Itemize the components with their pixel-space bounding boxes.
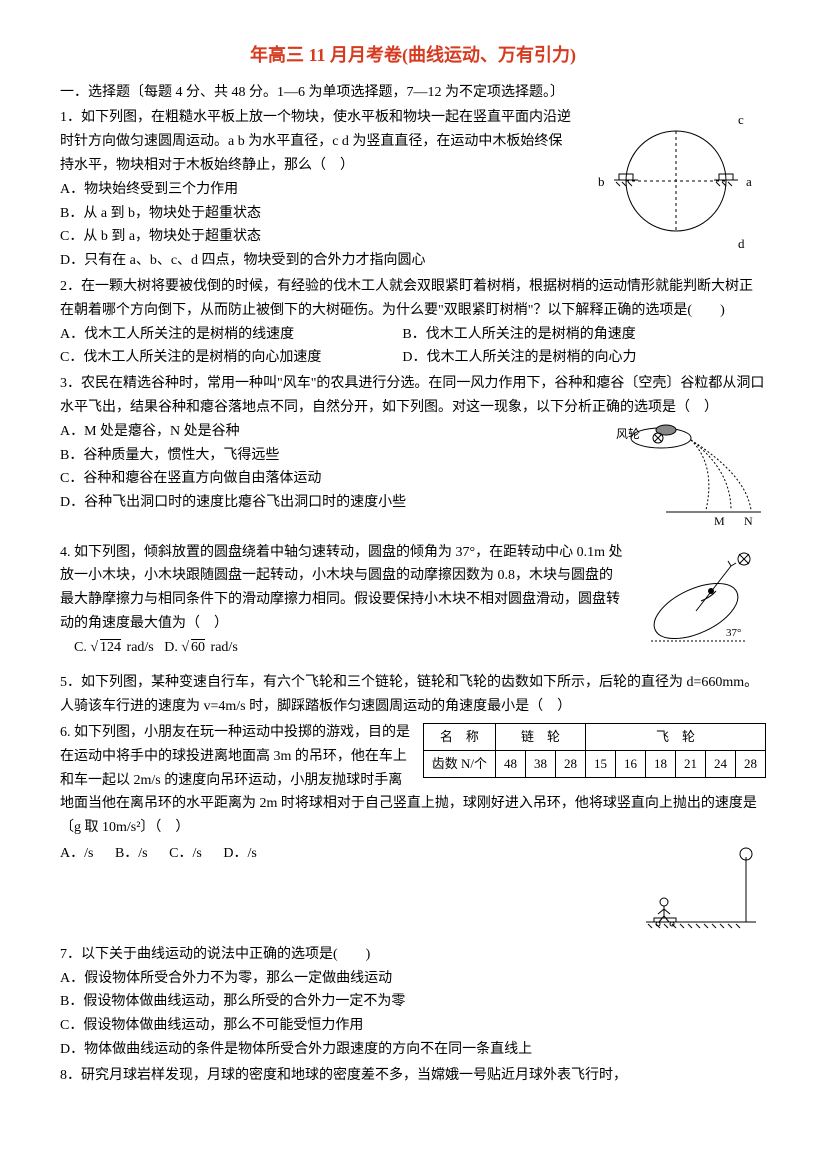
gear-cell: 24 [706,751,736,778]
question-1: a b c d 1．如下列图，在粗糙水平板上放一个物块，使水平板和物块一起在竖直… [60,106,766,273]
q6-diagram [636,842,766,941]
q1-label-c: c [738,112,744,127]
question-2: 2．在一颗大树将要被伐倒的时候，有经验的伐木工人就会双眼紧盯着树梢，根据树梢的运… [60,275,766,370]
q1-label-b: b [598,174,605,189]
q6-opt-b: B．/s [115,846,148,861]
question-6-opts: A．/s B．/s C．/s D．/s [60,842,766,941]
q7-opt-d: D．物体做曲线运动的条件是物体所受合外力跟速度的方向不在同一条直线上 [60,1038,766,1062]
question-6: 名 称 链 轮 飞 轮 齿数 N/个 48 38 28 15 16 18 21 … [60,721,766,840]
question-3: 3．农民在精选谷种时，常用一种叫"风车"的农具进行分选。在同一风力作用下，谷种和… [60,372,766,538]
q3-label-m: M [714,514,725,528]
question-4: 37° 4. 如下列图，倾斜放置的圆盘绕着中轴匀速转动，圆盘的倾角为 37°，在… [60,541,766,670]
q2-opt-a: A．伐木工人所关注的是树梢的线速度 [60,323,399,347]
q2-opt-b: B．伐木工人所关注的是树梢的角速度 [402,323,741,347]
question-7: 7．以下关于曲线运动的说法中正确的选项是( ) A．假设物体所受合外力不为零，那… [60,943,766,1062]
q1-diagram: a b c d [586,106,766,265]
gear-head-fly: 飞 轮 [586,723,766,750]
section-1-head: 一．选择题〔每题 4 分、共 48 分。1—6 为单项选择题，7—12 为不定项… [60,81,766,105]
q2-opt-c: C．伐木工人所关注的是树梢的向心加速度 [60,346,399,370]
q5-stem: 5．如下列图，某种变速自行车，有六个飞轮和三个链轮，链轮和飞轮的齿数如下所示，后… [60,671,766,719]
gear-head-chain: 链 轮 [496,723,586,750]
q2-stem: 2．在一颗大树将要被伐倒的时候，有经验的伐木工人就会双眼紧盯着树梢，根据树梢的运… [60,275,766,323]
exam-title: 年高三 11 月月考卷(曲线运动、万有引力) [60,40,766,71]
gear-cell: 48 [496,751,526,778]
gear-cell: 28 [556,751,586,778]
q8-stem: 8．研究月球岩样发现，月球的密度和地球的密度差不多，当嫦娥一号贴近月球外表飞行时… [60,1064,766,1088]
q3-fan-label: 风轮 [616,427,640,441]
gear-row-label: 齿数 N/个 [423,751,495,778]
gear-cell: 15 [586,751,616,778]
q6-opt-c: C．/s [169,846,202,861]
q6-opt-d: D．/s [223,846,256,861]
q1-label-a: a [746,174,752,189]
q4-angle-label: 37° [726,627,741,639]
q7-opt-c: C．假设物体做曲线运动，那么不可能受恒力作用 [60,1014,766,1038]
q2-opt-d: D．伐木工人所关注的是树梢的向心力 [402,346,741,370]
gear-cell: 21 [676,751,706,778]
q4-diagram: 37° [636,541,766,670]
q7-stem: 7．以下关于曲线运动的说法中正确的选项是( ) [60,943,766,967]
q1-label-d: d [738,236,745,251]
q3-diagram: 风轮 M N [606,420,766,539]
q6-opt-a: A．/s [60,846,93,861]
gear-table: 名 称 链 轮 飞 轮 齿数 N/个 48 38 28 15 16 18 21 … [423,723,766,778]
gear-cell: 16 [616,751,646,778]
q7-opt-a: A．假设物体所受合外力不为零，那么一定做曲线运动 [60,967,766,991]
gear-cell: 18 [646,751,676,778]
gear-head-name: 名 称 [423,723,495,750]
gear-cell: 38 [526,751,556,778]
q3-label-n: N [744,514,753,528]
question-5: 5．如下列图，某种变速自行车，有六个飞轮和三个链轮，链轮和飞轮的齿数如下所示，后… [60,671,766,719]
gear-cell: 28 [736,751,766,778]
q3-stem: 3．农民在精选谷种时，常用一种叫"风车"的农具进行分选。在同一风力作用下，谷种和… [60,372,766,420]
q7-opt-b: B．假设物体做曲线运动，那么所受的合外力一定不为零 [60,990,766,1014]
question-8: 8．研究月球岩样发现，月球的密度和地球的密度差不多，当嫦娥一号贴近月球外表飞行时… [60,1064,766,1088]
